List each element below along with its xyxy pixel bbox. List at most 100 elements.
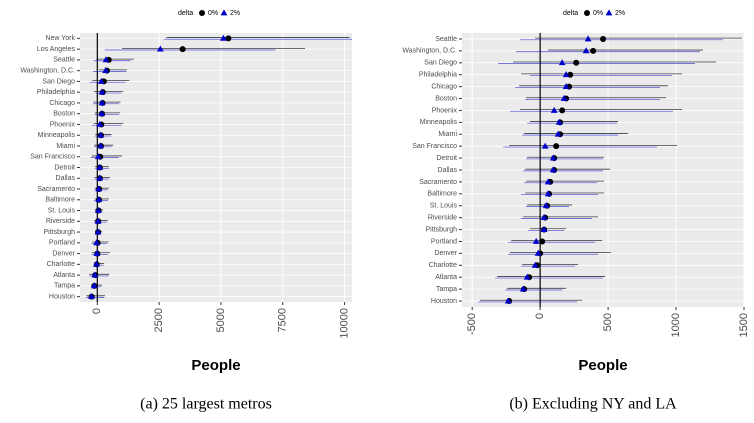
category-label: New York: [45, 35, 75, 42]
legend-label: 0%: [593, 10, 603, 17]
category-label: San Francisco: [30, 154, 75, 161]
triangle-marker: [562, 71, 570, 78]
category-label: St. Louis: [430, 203, 458, 210]
legend-title: delta: [563, 10, 578, 17]
category-label: Riverside: [46, 218, 75, 225]
x-tick-label: 7500: [277, 308, 289, 332]
category-label: Chicago: [49, 100, 75, 107]
x-axis-label: People: [578, 357, 627, 374]
triangle-marker: [97, 131, 105, 138]
triangle-marker: [550, 106, 558, 113]
triangle-marker: [584, 35, 592, 42]
category-label: Pittsburgh: [43, 229, 75, 236]
category-label: Baltimore: [45, 197, 75, 204]
triangle-marker: [96, 163, 104, 170]
triangle-marker: [98, 88, 106, 95]
triangle-marker: [93, 239, 100, 246]
triangle-marker: [540, 225, 548, 232]
category-label: Sacramento: [419, 179, 457, 186]
category-label: Dallas: [56, 175, 76, 182]
circle-marker: [600, 35, 607, 42]
category-label: Philadelphia: [37, 89, 75, 96]
category-label: Charlotte: [47, 261, 76, 268]
triangle-marker: [90, 282, 98, 289]
legend-marker: [199, 10, 205, 16]
category-label: Boston: [53, 111, 75, 118]
category-label: Atlanta: [53, 272, 75, 279]
category-label: Tampa: [436, 286, 457, 293]
triangle-marker: [93, 249, 101, 256]
triangle-marker: [91, 271, 99, 278]
triangle-marker: [88, 293, 95, 300]
triangle-marker: [92, 260, 100, 267]
category-label: Chicago: [431, 83, 457, 90]
category-label: Houston: [431, 298, 457, 305]
category-label: Dallas: [438, 167, 458, 174]
triangle-marker: [582, 47, 590, 54]
category-label: Portland: [431, 238, 457, 245]
category-label: Denver: [52, 250, 75, 257]
triangle-marker: [544, 178, 552, 185]
x-tick-label: 1500: [738, 313, 750, 337]
triangle-marker: [102, 56, 110, 63]
category-label: Los Angeles: [37, 46, 76, 53]
triangle-marker: [95, 185, 103, 192]
triangle-marker: [95, 196, 103, 203]
triangle-marker: [531, 261, 539, 268]
category-label: Phoenix: [432, 107, 458, 114]
triangle-marker: [549, 166, 557, 173]
x-tick-label: 0: [534, 313, 546, 319]
x-tick-label: 0: [91, 308, 103, 314]
category-label: Philadelphia: [419, 72, 457, 79]
circle-marker: [225, 35, 232, 42]
triangle-marker: [523, 273, 531, 280]
category-label: Washington, D.C.: [402, 48, 457, 55]
legend-marker: [605, 9, 613, 16]
triangle-marker: [555, 118, 563, 125]
triangle-marker: [94, 217, 102, 224]
triangle-marker: [156, 45, 164, 52]
triangle-marker: [96, 174, 104, 181]
triangle-marker: [562, 83, 570, 90]
triangle-marker: [94, 206, 102, 213]
triangle-marker: [519, 285, 527, 292]
triangle-marker: [94, 228, 102, 235]
category-label: San Francisco: [412, 143, 457, 150]
category-label: Washington, D.C.: [20, 68, 75, 75]
category-label: San Diego: [424, 60, 457, 67]
category-label: Tampa: [54, 283, 75, 290]
triangle-marker: [97, 77, 105, 84]
category-label: Portland: [49, 240, 75, 247]
triangle-marker: [97, 142, 104, 149]
category-label: Charlotte: [429, 262, 458, 269]
triangle-marker: [98, 99, 106, 106]
circle-marker: [539, 238, 546, 245]
category-label: Seattle: [435, 36, 457, 43]
category-label: Minneapolis: [420, 119, 458, 126]
triangle-marker: [558, 59, 566, 66]
category-label: Denver: [434, 250, 457, 257]
legend-title: delta: [178, 10, 193, 17]
category-label: Seattle: [53, 57, 75, 64]
category-label: Houston: [49, 293, 75, 300]
triangle-marker: [554, 130, 562, 137]
category-label: Miami: [56, 143, 75, 150]
triangle-marker: [560, 94, 568, 101]
legend-marker: [220, 9, 228, 16]
category-label: Baltimore: [427, 191, 457, 198]
category-label: Atlanta: [435, 274, 457, 281]
triangle-marker: [540, 214, 548, 221]
circle-marker: [179, 46, 186, 53]
x-tick-label: 500: [602, 313, 614, 331]
circle-marker: [573, 59, 580, 66]
legend-marker: [584, 10, 590, 16]
legend-label: 2%: [615, 10, 625, 17]
category-label: Boston: [435, 95, 457, 102]
triangle-marker: [102, 67, 110, 74]
triangle-marker: [98, 110, 106, 117]
circle-marker: [553, 143, 560, 150]
category-label: Miami: [438, 131, 457, 138]
x-tick-label: 10000: [338, 308, 350, 339]
category-label: St. Louis: [48, 207, 76, 214]
